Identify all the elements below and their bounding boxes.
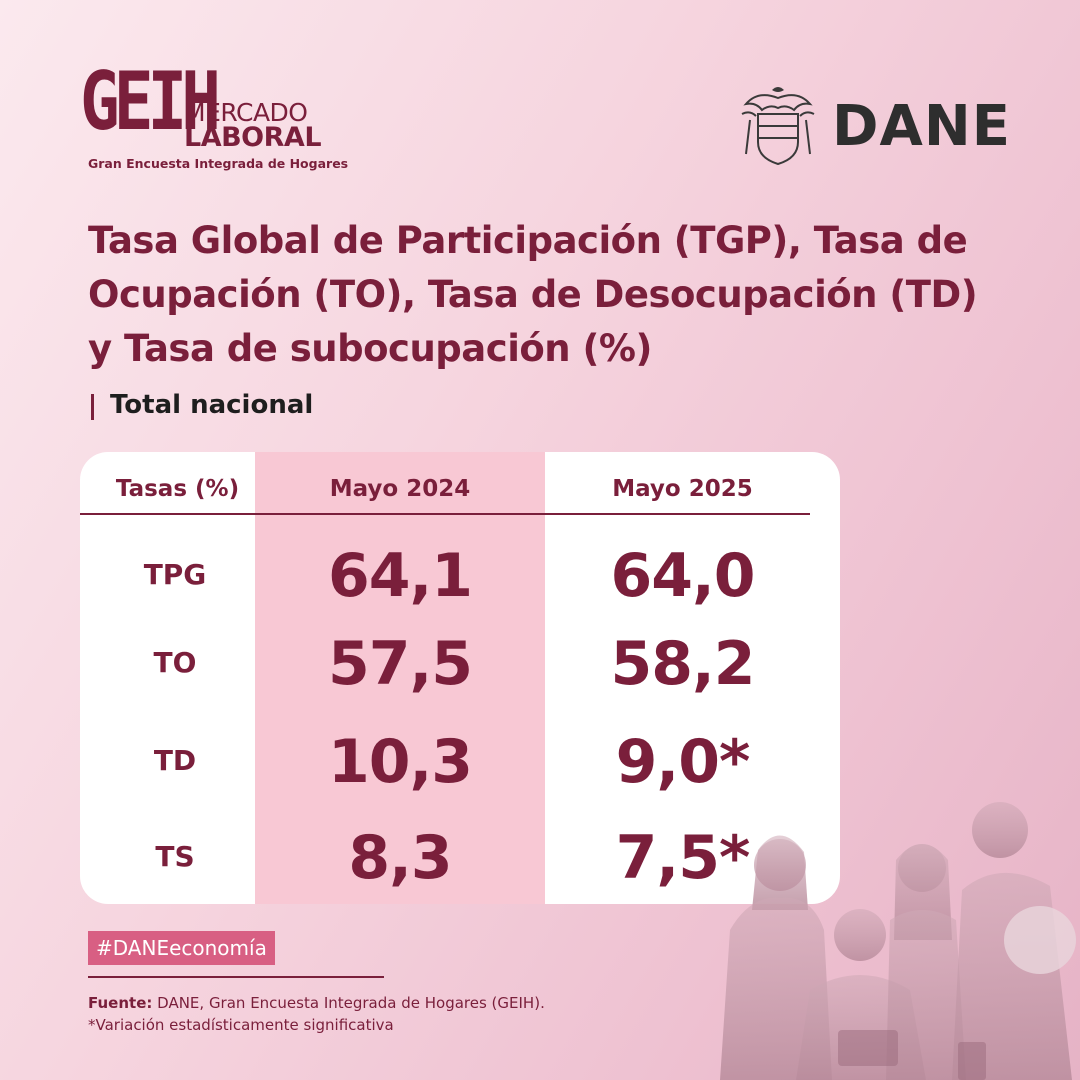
table-row-td: TD 10,3 9,0*: [80, 722, 840, 802]
footer-divider: [88, 976, 384, 978]
geih-logo-mark: GEIH: [80, 54, 221, 149]
dane-logo: DANE: [738, 84, 1011, 174]
people-photo: [720, 802, 1076, 1080]
source-note: Fuente: DANE, Gran Encuesta Integrada de…: [88, 994, 545, 1012]
table-row-to: TO 57,5 58,2: [80, 624, 840, 704]
subtitle-divider: [91, 394, 94, 420]
dane-wordmark: DANE: [832, 94, 1011, 159]
value-2025: 58,2: [610, 629, 755, 699]
row-label: TD: [153, 744, 197, 777]
header-mayo-2025: Mayo 2025: [612, 476, 753, 502]
page-title: Tasa Global de Participación (TGP), Tasa…: [88, 219, 978, 370]
source-text: DANE, Gran Encuesta Integrada de Hogares…: [157, 994, 545, 1012]
rates-table: Tasas (%) Mayo 2024 Mayo 2025 TPG 64,1 6…: [80, 452, 840, 904]
row-label: TO: [153, 646, 197, 679]
page-subtitle: Total nacional: [110, 390, 314, 420]
geih-logo: GEIH MERCADO LABORAL Gran Encuesta Integ…: [80, 54, 348, 174]
hashtag-badge: #DANEeconomía: [88, 931, 275, 965]
value-2024: 8,3: [348, 823, 452, 893]
value-2025: 64,0: [610, 541, 755, 611]
header-divider: [80, 513, 810, 515]
geih-logo-subtitle: Gran Encuesta Integrada de Hogares: [88, 156, 349, 171]
value-2025: 9,0*: [615, 727, 751, 797]
table-row-tpg: TPG 64,1 64,0: [80, 536, 840, 616]
header-mayo-2024: Mayo 2024: [329, 476, 471, 502]
significance-note: *Variación estadísticamente significativ…: [88, 1016, 394, 1034]
row-label: TS: [155, 840, 195, 873]
row-label: TPG: [143, 558, 207, 591]
value-2024: 57,5: [327, 629, 473, 699]
value-2024: 10,3: [327, 727, 473, 797]
value-2024: 64,1: [327, 541, 473, 611]
header-tasas: Tasas (%): [115, 476, 240, 502]
highlight-column-2024: [255, 452, 545, 904]
table-row-ts: TS 8,3 7,5*: [80, 818, 840, 898]
value-2025: 7,5*: [615, 823, 751, 893]
coat-of-arms-icon: [741, 87, 815, 166]
geih-logo-word-mercado: MERCADO: [184, 98, 308, 127]
source-label: Fuente:: [88, 994, 153, 1012]
geih-logo-word-laboral: LABORAL: [184, 122, 322, 153]
